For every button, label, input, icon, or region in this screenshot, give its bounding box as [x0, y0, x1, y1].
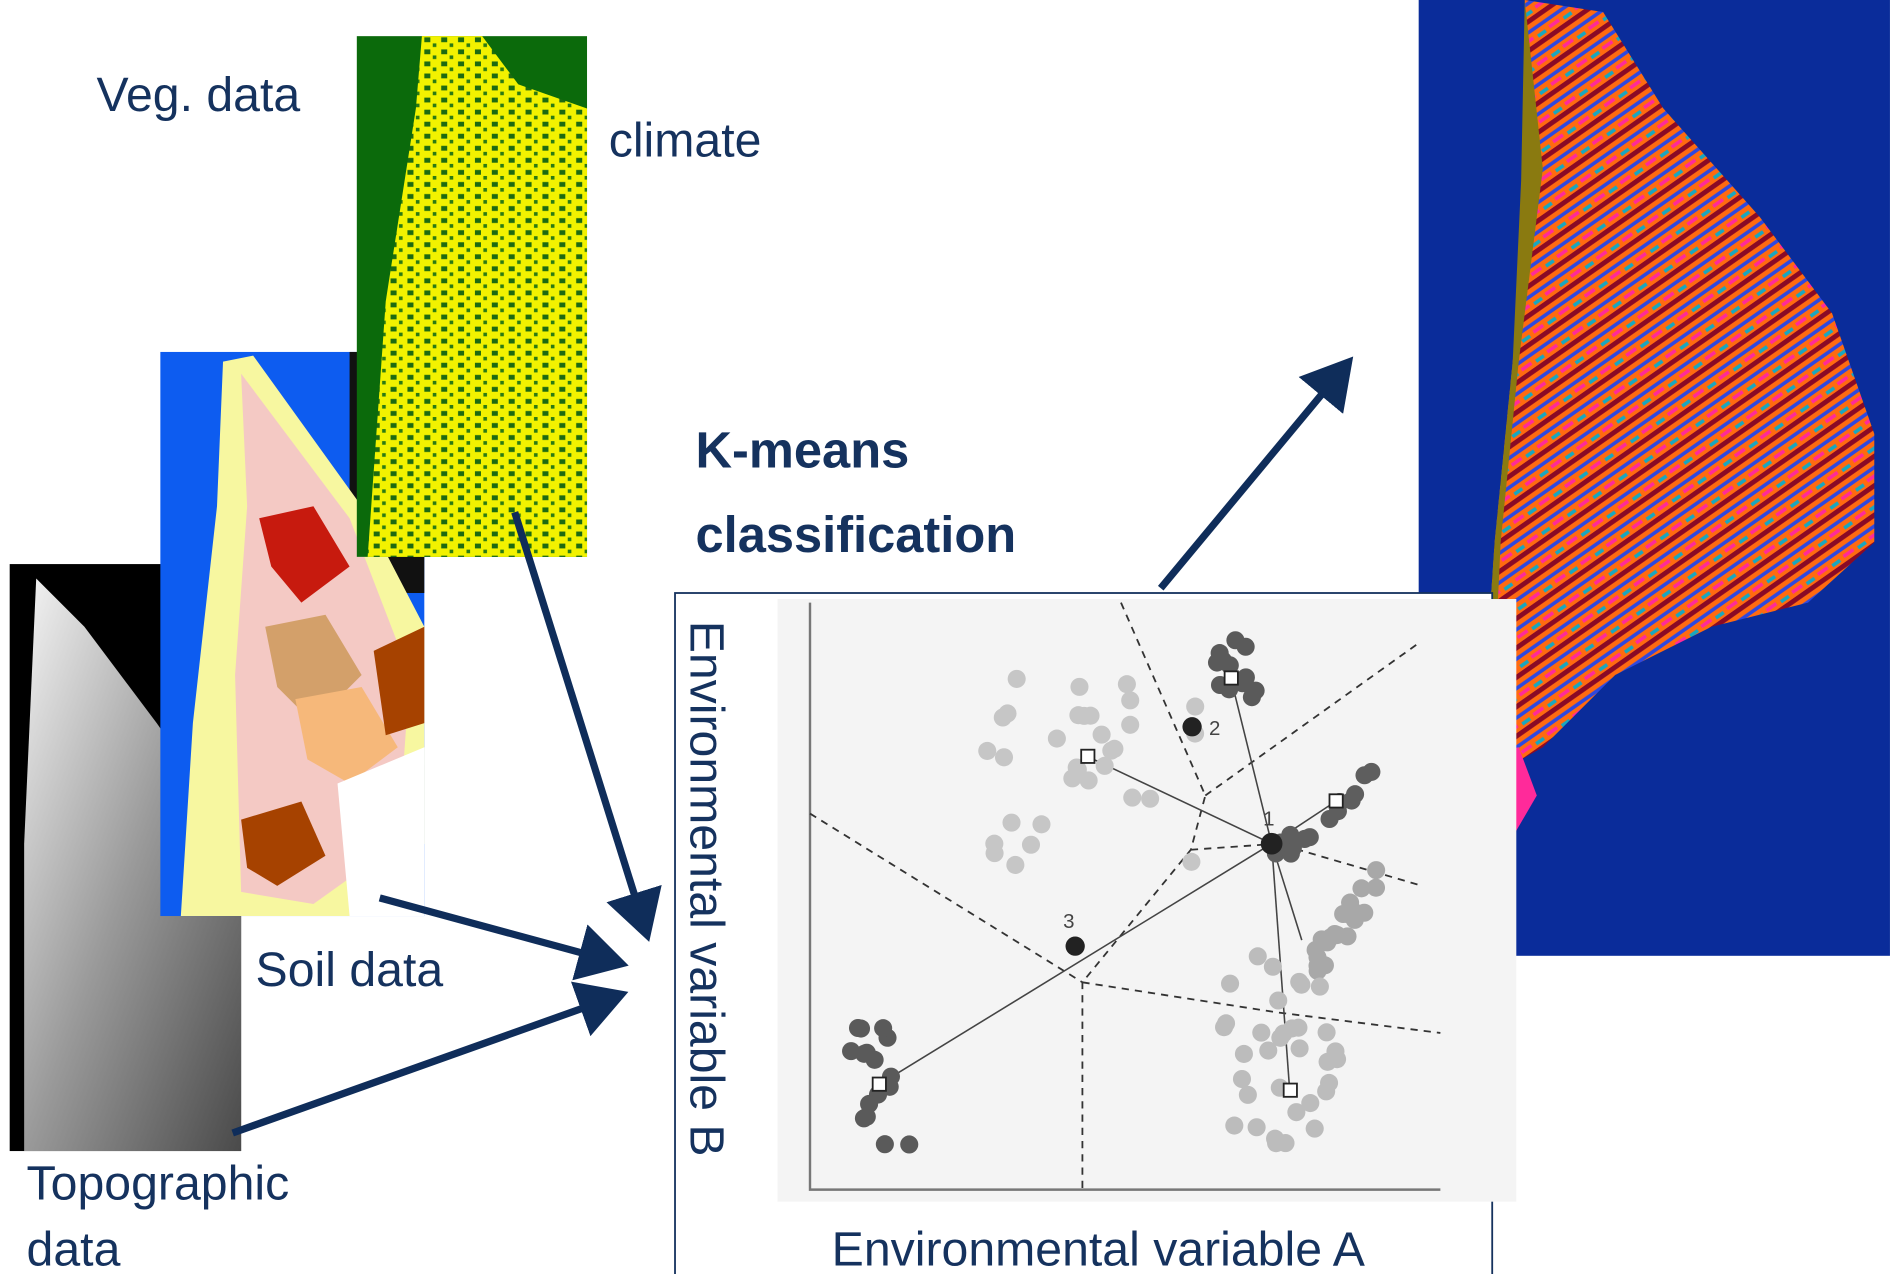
kmeans-plot: 1 2 3 Environmental variable B Environme…	[675, 593, 1516, 1274]
point	[1096, 757, 1114, 775]
point	[1283, 1019, 1301, 1037]
point	[1233, 1070, 1251, 1088]
method-label: classification	[696, 506, 1017, 563]
point	[1355, 904, 1373, 922]
point	[1070, 678, 1088, 696]
point	[1105, 740, 1123, 758]
point	[1008, 670, 1026, 688]
climate-label: climate	[609, 114, 762, 168]
point	[978, 742, 996, 760]
point	[1118, 675, 1136, 693]
point	[1002, 814, 1020, 832]
point	[842, 1042, 860, 1060]
point	[1022, 836, 1040, 854]
point	[1367, 879, 1385, 897]
point	[1215, 1018, 1233, 1036]
point	[1235, 1045, 1253, 1063]
climate-map	[357, 36, 587, 557]
point	[1226, 631, 1244, 649]
point	[986, 844, 1004, 862]
point	[1123, 789, 1141, 807]
veg-label: Veg. data	[96, 68, 300, 122]
point	[1249, 947, 1267, 965]
point	[1308, 957, 1326, 975]
method-label: K-means	[696, 422, 910, 479]
point	[1182, 853, 1200, 871]
point	[1301, 1094, 1319, 1112]
point	[1121, 716, 1139, 734]
point	[1292, 976, 1310, 994]
point	[1306, 1120, 1324, 1138]
point	[1311, 978, 1329, 996]
point	[1048, 730, 1066, 748]
point	[1252, 1024, 1270, 1042]
point	[1259, 1041, 1277, 1059]
point	[900, 1135, 918, 1153]
point	[1367, 861, 1385, 879]
point	[1221, 975, 1239, 993]
point	[1121, 691, 1139, 709]
point	[1318, 933, 1336, 951]
point	[1318, 1023, 1336, 1041]
point	[1208, 653, 1226, 671]
point	[876, 1135, 894, 1153]
topographic-label: Topographic	[27, 1156, 290, 1210]
y-axis-label: Environmental variable B	[680, 621, 734, 1157]
point	[1267, 1134, 1285, 1152]
point	[1355, 766, 1373, 784]
point	[1225, 1117, 1243, 1135]
centroid-label: 3	[1063, 910, 1074, 933]
point	[874, 1019, 892, 1037]
point	[1239, 1086, 1257, 1104]
point	[1248, 1118, 1266, 1136]
point	[1264, 958, 1282, 976]
topographic-label: data	[27, 1223, 121, 1274]
point	[1075, 707, 1093, 725]
point	[852, 1020, 870, 1038]
point	[1141, 790, 1159, 808]
x-axis-label: Environmental variable A	[832, 1223, 1366, 1274]
point	[1006, 856, 1024, 874]
page: {"labels": { "veg": "Veg. data", "climat…	[0, 0, 1890, 1274]
centroid-label: 2	[1209, 717, 1220, 740]
point	[998, 704, 1016, 722]
soil-label: Soil data	[256, 943, 444, 997]
diagram: 1 2 3 Environmental variable B Environme…	[0, 0, 1890, 1274]
point	[1093, 726, 1111, 744]
point	[1186, 698, 1204, 716]
centroid-label: 1	[1263, 808, 1274, 831]
point	[1269, 991, 1287, 1009]
point	[860, 1095, 878, 1113]
point	[1319, 1053, 1337, 1071]
point	[1032, 815, 1050, 833]
point	[1291, 1039, 1309, 1057]
point	[995, 748, 1013, 766]
point	[1317, 1082, 1335, 1100]
